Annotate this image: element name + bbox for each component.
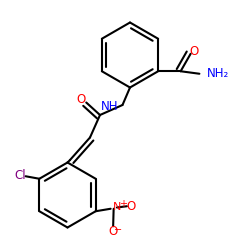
Text: Cl: Cl	[15, 169, 26, 182]
Text: NH₂: NH₂	[206, 67, 229, 80]
Text: N: N	[113, 202, 122, 212]
Text: +: +	[120, 199, 128, 209]
Text: −: −	[114, 225, 122, 235]
Text: O: O	[76, 94, 86, 106]
Text: O: O	[108, 225, 118, 238]
Text: NH: NH	[101, 100, 119, 113]
Text: O: O	[127, 200, 136, 213]
Text: O: O	[190, 45, 199, 58]
